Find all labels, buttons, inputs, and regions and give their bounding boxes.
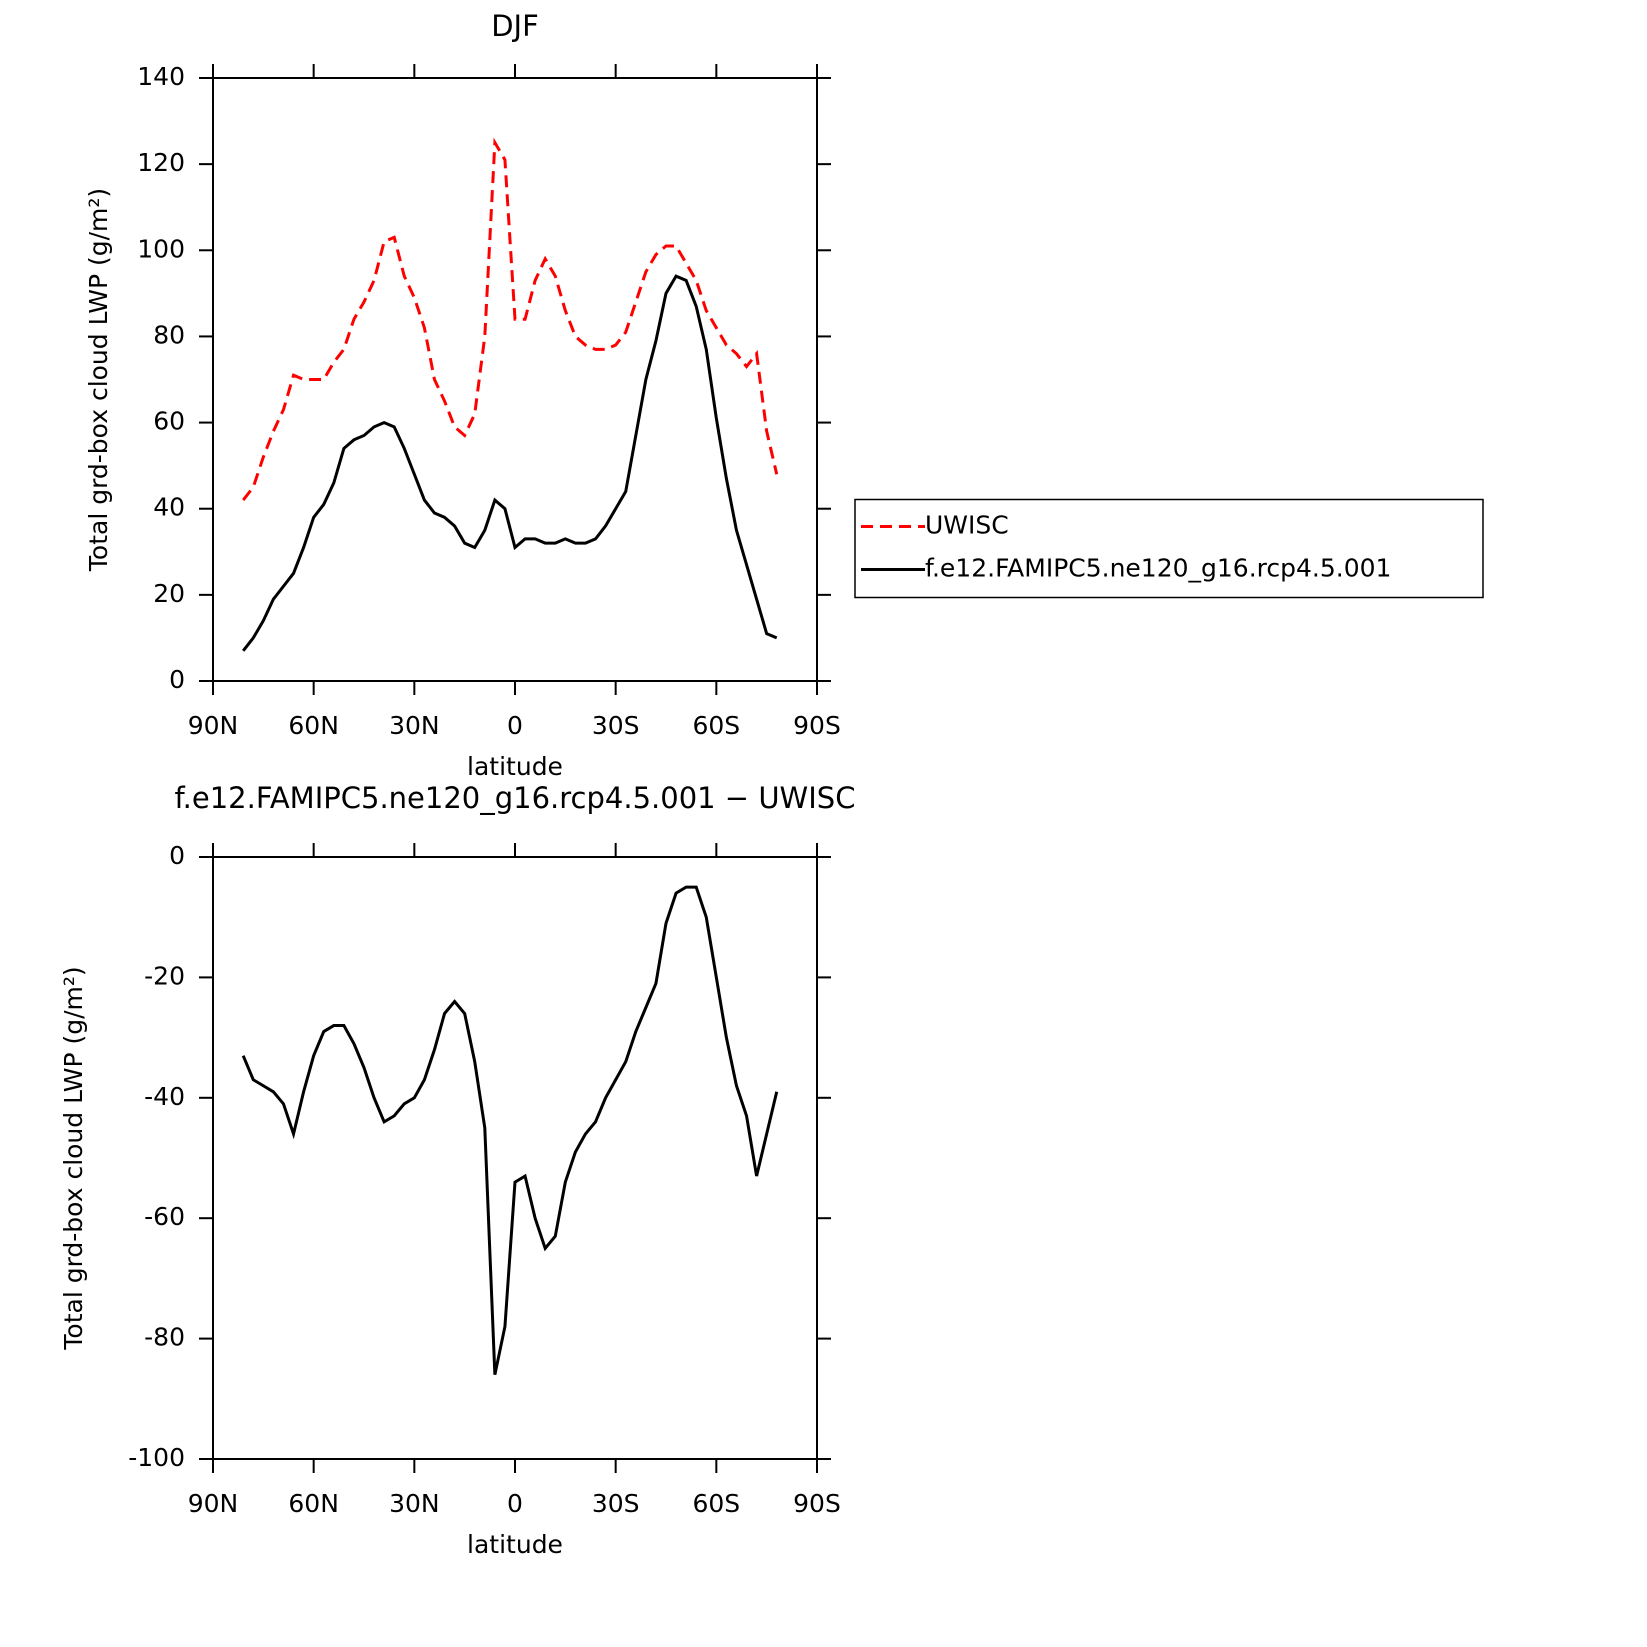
x-axis-label: latitude — [467, 752, 563, 781]
plot-frame — [212, 77, 818, 682]
data-line — [242, 137, 779, 502]
y-tick-label: 40 — [153, 493, 185, 522]
y-tick-label: 140 — [137, 62, 185, 91]
y-tick-label: 20 — [153, 579, 185, 608]
x-tick-label: 60N — [288, 1489, 339, 1518]
y-axis-label: Total grd-box cloud LWP (g/m²) — [84, 188, 113, 572]
y-axis-label: Total grd-box cloud LWP (g/m²) — [59, 966, 88, 1350]
x-tick-label: 90S — [793, 711, 841, 740]
data-line — [241, 885, 779, 1376]
y-tick-label: 0 — [169, 665, 185, 694]
y-tick-label: 0 — [169, 841, 185, 870]
x-tick-label: 30S — [592, 711, 640, 740]
x-tick-label: 90N — [188, 1489, 239, 1518]
x-tick-label: 0 — [507, 1489, 523, 1518]
y-tick-label: 100 — [137, 234, 185, 263]
y-tick-label: -40 — [144, 1082, 185, 1111]
x-tick-label: 0 — [507, 711, 523, 740]
x-tick-label: 30S — [592, 1489, 640, 1518]
x-tick-label: 30N — [389, 711, 440, 740]
x-tick-label: 60S — [692, 711, 740, 740]
y-tick-label: -20 — [144, 961, 185, 990]
chart-title: f.e12.FAMIPC5.ne120_g16.rcp4.5.001 − UWI… — [175, 781, 856, 815]
y-tick-label: 80 — [153, 320, 185, 349]
plot-frame — [212, 856, 818, 1460]
legend-label: UWISC — [925, 511, 1009, 540]
data-line — [242, 274, 778, 652]
x-tick-label: 90N — [188, 711, 239, 740]
y-tick-label: -60 — [144, 1202, 185, 1231]
y-tick-label: 60 — [153, 407, 185, 436]
chart-title: DJF — [491, 9, 539, 43]
x-tick-label: 60N — [288, 711, 339, 740]
x-tick-label: 30N — [389, 1489, 440, 1518]
y-tick-label: -100 — [128, 1443, 185, 1472]
y-tick-label: 120 — [137, 148, 185, 177]
x-axis-label: latitude — [467, 1530, 563, 1559]
legend-label: f.e12.FAMIPC5.ne120_g16.rcp4.5.001 — [925, 554, 1391, 583]
x-tick-label: 90S — [793, 1489, 841, 1518]
y-tick-label: -80 — [144, 1323, 185, 1352]
legend-box — [854, 498, 1484, 599]
x-tick-label: 60S — [692, 1489, 740, 1518]
